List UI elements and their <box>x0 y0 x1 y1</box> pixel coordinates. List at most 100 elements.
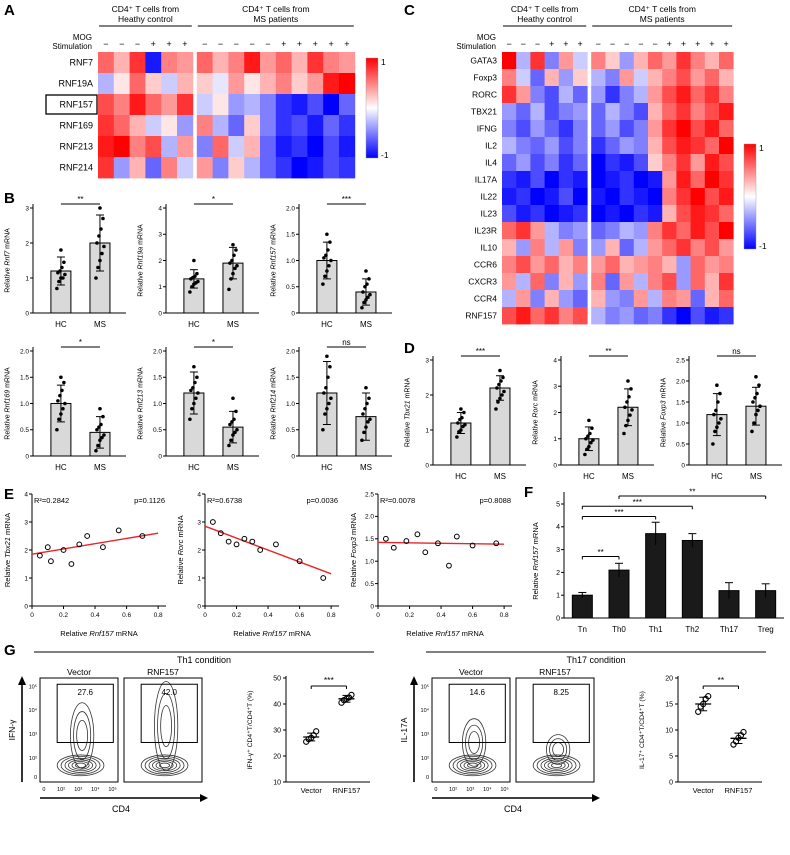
svg-text:1.5: 1.5 <box>20 375 29 382</box>
svg-text:0.8: 0.8 <box>327 612 336 619</box>
svg-text:0.4: 0.4 <box>437 612 446 619</box>
bar-chart-rnf213: 0 0.5 1.0 1.5 2.0 HC MS * Relative Rnf213 mRNA <box>135 335 268 478</box>
svg-text:0.8: 0.8 <box>154 612 163 619</box>
svg-text:Relative Tbx21 mRNA: Relative Tbx21 mRNA <box>3 513 12 587</box>
svg-text:−: − <box>119 39 124 49</box>
panel-a-label: A <box>4 2 15 19</box>
svg-text:2.0: 2.0 <box>153 348 162 355</box>
svg-text:HC: HC <box>583 472 595 481</box>
svg-text:MS: MS <box>622 472 634 481</box>
svg-text:+: + <box>563 39 568 49</box>
svg-text:HC: HC <box>711 472 723 481</box>
svg-text:1.5: 1.5 <box>676 399 685 406</box>
svg-text:+: + <box>166 39 171 49</box>
svg-text:+: + <box>709 39 714 49</box>
svg-text:RNF157: RNF157 <box>539 667 571 677</box>
svg-text:CD4: CD4 <box>112 804 130 814</box>
svg-text:10⁴: 10⁴ <box>483 786 492 793</box>
svg-text:−: − <box>624 39 629 49</box>
panel-d-charts: 0 1 2 3 HC MS *** Relative Tbx21 mRNA 0 1 2 3 4 HC MS… <box>402 344 788 487</box>
svg-text:RNF169: RNF169 <box>59 121 93 131</box>
svg-text:3: 3 <box>553 384 557 391</box>
svg-text:15: 15 <box>665 702 673 709</box>
svg-text:0: 0 <box>291 310 295 317</box>
svg-text:1.0: 1.0 <box>153 401 162 408</box>
svg-text:R²=0.6738: R²=0.6738 <box>207 496 242 505</box>
svg-text:0.6: 0.6 <box>468 612 477 619</box>
svg-text:RNF213: RNF213 <box>59 142 93 152</box>
svg-text:3: 3 <box>556 547 560 554</box>
panel-d-label: D <box>404 340 415 357</box>
scatter-e1: 0 1 2 3 4 0 0.2 0.4 0.6 0.8 R²=0.6738 p=0.0036 Relat… <box>176 491 339 638</box>
svg-text:1.0: 1.0 <box>286 401 295 408</box>
svg-text:Relative Tbx21 mRNA: Relative Tbx21 mRNA <box>405 378 412 448</box>
svg-text:10³: 10³ <box>74 787 82 793</box>
scatter-rorc-vs-rnf157: 0 1 2 3 4 0 0.2 0.4 0.6 0.8 R²=0.6738 p=0.0036 Relat… <box>175 488 348 640</box>
svg-text:2.5: 2.5 <box>365 491 374 498</box>
svg-text:3: 3 <box>24 519 28 526</box>
svg-text:0: 0 <box>34 775 37 781</box>
bar-chart-rorc: 0 1 2 3 4 HC MS ** Relative Rorc mRNA <box>530 344 658 487</box>
panel-e-label: E <box>4 486 15 503</box>
bar-d0: 0 1 2 3 HC MS *** Relative Tbx21 mRNA <box>405 347 526 481</box>
svg-text:+: + <box>151 39 156 49</box>
svg-text:CD4⁺ T cells from: CD4⁺ T cells from <box>511 4 578 14</box>
svg-text:HC: HC <box>188 320 200 329</box>
svg-text:4: 4 <box>158 205 162 212</box>
svg-text:MS: MS <box>494 472 506 481</box>
svg-text:20: 20 <box>665 676 673 683</box>
svg-text:MS patients: MS patients <box>640 14 685 24</box>
svg-text:1.0: 1.0 <box>286 258 295 265</box>
svg-text:2.0: 2.0 <box>20 348 29 355</box>
bar-d2: 0 0.5 1.0 1.5 2.0 2.5 HC MS ns Relative Foxp3 mRN… <box>661 347 782 481</box>
bar-b4: 0 0.5 1.0 1.5 2.0 HC MS * Relative Rnf213 mRNA <box>138 338 259 472</box>
svg-text:-1: -1 <box>381 150 389 160</box>
rnf157-subset-bar-chart: 0 1 2 3 4 5 Tn Th0 Th1 Th2 Th17 Treg ** *** *** ** Relat… <box>530 486 790 642</box>
svg-text:0: 0 <box>425 462 429 469</box>
svg-text:Relative Rnf7 mRNA: Relative Rnf7 mRNA <box>5 228 12 293</box>
svg-text:**: ** <box>605 347 611 356</box>
svg-text:1.5: 1.5 <box>286 375 295 382</box>
svg-text:RNF19A: RNF19A <box>58 79 93 89</box>
bar-chart-rnf157: 0 0.5 1.0 1.5 2.0 HC MS *** Relative Rnf157 mRNA <box>268 192 401 335</box>
svg-text:0: 0 <box>376 612 380 619</box>
svg-text:IFNG: IFNG <box>477 124 497 134</box>
svg-text:IL22: IL22 <box>480 192 497 202</box>
svg-text:0.2: 0.2 <box>405 612 414 619</box>
svg-text:1: 1 <box>759 143 764 153</box>
svg-text:10⁴: 10⁴ <box>91 786 100 793</box>
svg-text:2.0: 2.0 <box>365 514 374 521</box>
svg-text:***: *** <box>614 508 623 517</box>
svg-text:IL-17A: IL-17A <box>399 717 409 742</box>
svg-text:10: 10 <box>273 780 281 787</box>
svg-text:8.25: 8.25 <box>553 688 569 697</box>
svg-text:Relative Rnf214 mRNA: Relative Rnf214 mRNA <box>271 367 278 440</box>
svg-text:1.5: 1.5 <box>286 232 295 239</box>
th17-condition-group: Th17 condition Vector RNF157 14.6 8.25 10⁵ 10⁴… <box>398 648 790 824</box>
svg-text:−: − <box>265 39 270 49</box>
scatter-foxp3-vs-rnf157: 0 0.5 1.0 1.5 2.0 2.5 0 0.2 0.4 0.6 0.8 R²=0.0078 p=… <box>348 488 521 640</box>
svg-text:10⁴: 10⁴ <box>421 707 430 714</box>
panel-c-label: C <box>404 2 415 19</box>
svg-text:10⁵: 10⁵ <box>29 683 37 690</box>
panel-e: E 0 1 2 3 4 0 0.2 0.4 0.6 0.8 R²=0.2842 p=0.1126 Rel… <box>2 486 522 642</box>
svg-text:2: 2 <box>556 570 560 577</box>
svg-text:−: − <box>638 39 643 49</box>
svg-text:Heathy control: Heathy control <box>118 14 173 24</box>
svg-text:Treg: Treg <box>758 625 774 634</box>
svg-text:Heathy control: Heathy control <box>517 14 572 24</box>
svg-text:***: *** <box>324 675 335 685</box>
svg-text:5: 5 <box>556 501 560 508</box>
svg-text:3: 3 <box>425 357 429 364</box>
svg-text:**: ** <box>718 675 725 685</box>
svg-text:Relative Rnf213 mRNA: Relative Rnf213 mRNA <box>138 367 145 440</box>
svg-text:0: 0 <box>291 453 295 460</box>
svg-text:0: 0 <box>25 310 29 317</box>
svg-text:+: + <box>549 39 554 49</box>
svg-text:5: 5 <box>669 754 673 761</box>
svg-text:0.4: 0.4 <box>264 612 273 619</box>
svg-text:0.4: 0.4 <box>91 612 100 619</box>
svg-text:**: ** <box>689 488 695 497</box>
svg-text:10⁴: 10⁴ <box>29 707 38 714</box>
